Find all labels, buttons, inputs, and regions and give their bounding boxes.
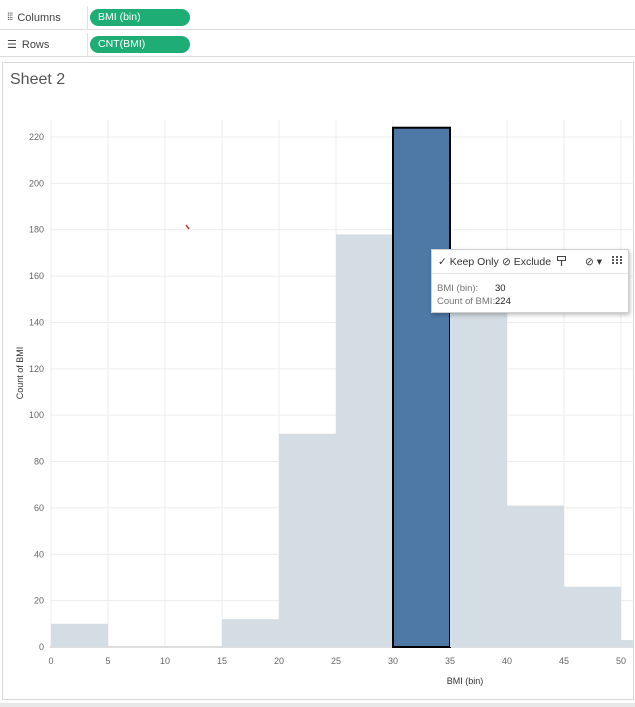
y-tick-label: 80 (34, 457, 44, 467)
y-tick-label: 200 (29, 178, 44, 188)
x-tick-label: 30 (388, 656, 398, 666)
y-tick-label: 20 (34, 596, 44, 606)
y-tick-label: 0 (39, 642, 44, 652)
y-axis-title: Count of BMI (15, 347, 25, 400)
x-tick-label: 35 (445, 656, 455, 666)
x-tick-label: 45 (559, 656, 569, 666)
x-tick-label: 25 (331, 656, 341, 666)
exclude-button[interactable]: ⊘ Exclude (502, 256, 552, 268)
y-tick-label: 180 (29, 225, 44, 235)
y-tick-label: 120 (29, 364, 44, 374)
x-tick-label: 20 (274, 656, 284, 666)
columns-icon: ⁞⁞⁞ (7, 12, 13, 23)
x-tick-label: 0 (48, 656, 53, 666)
x-tick-label: 50 (616, 656, 626, 666)
sheet-title: Sheet 2 (10, 71, 66, 88)
bar[interactable] (336, 234, 393, 647)
y-tick-label: 160 (29, 271, 44, 281)
group-members-icon[interactable]: ⊘ ▾ (585, 256, 602, 268)
bar[interactable] (564, 586, 621, 647)
tooltip: ✓ Keep Only ⊘ Exclude ⊘ ▾ BMI (bin): 30 … (431, 249, 629, 313)
rows-shelf-label: ☰ Rows (7, 33, 49, 57)
y-tick-label: 100 (29, 410, 44, 420)
format-icon[interactable] (556, 255, 568, 269)
tooltip-toolbar: ✓ Keep Only ⊘ Exclude ⊘ ▾ (432, 250, 628, 274)
y-tick-label: 60 (34, 503, 44, 513)
x-tick-label: 15 (217, 656, 227, 666)
tooltip-count-label: Count of BMI: (437, 296, 496, 307)
view-data-icon[interactable] (612, 255, 622, 269)
tooltip-bin-value: 30 (495, 283, 506, 294)
tooltip-count-value: 224 (495, 296, 511, 307)
x-tick-label: 5 (105, 656, 110, 666)
bar[interactable] (507, 505, 564, 647)
y-tick-label: 140 (29, 317, 44, 327)
y-tick-label: 220 (29, 132, 44, 142)
bar[interactable] (450, 290, 507, 647)
x-tick-label: 40 (502, 656, 512, 666)
keep-only-button[interactable]: ✓ Keep Only (438, 256, 499, 268)
columns-shelf[interactable]: ⁞⁞⁞ Columns BMI (bin) (0, 6, 635, 30)
bar-selected[interactable] (392, 126, 451, 648)
status-bar (0, 703, 635, 707)
y-tick-label: 40 (34, 549, 44, 559)
x-axis-title: BMI (bin) (447, 676, 484, 686)
bar[interactable] (222, 619, 279, 647)
cursor-mark (185, 224, 190, 230)
bar[interactable] (51, 623, 108, 647)
rows-icon: ☰ (7, 39, 17, 51)
columns-shelf-label: ⁞⁞⁞ Columns (7, 6, 61, 30)
rows-pill[interactable]: CNT(BMI) (90, 36, 190, 53)
bar[interactable] (621, 640, 634, 647)
bar[interactable] (279, 433, 336, 647)
tooltip-bin-label: BMI (bin): (437, 283, 479, 294)
rows-shelf[interactable]: ☰ Rows CNT(BMI) (0, 33, 635, 57)
columns-pill[interactable]: BMI (bin) (90, 9, 190, 26)
x-tick-label: 10 (160, 656, 170, 666)
